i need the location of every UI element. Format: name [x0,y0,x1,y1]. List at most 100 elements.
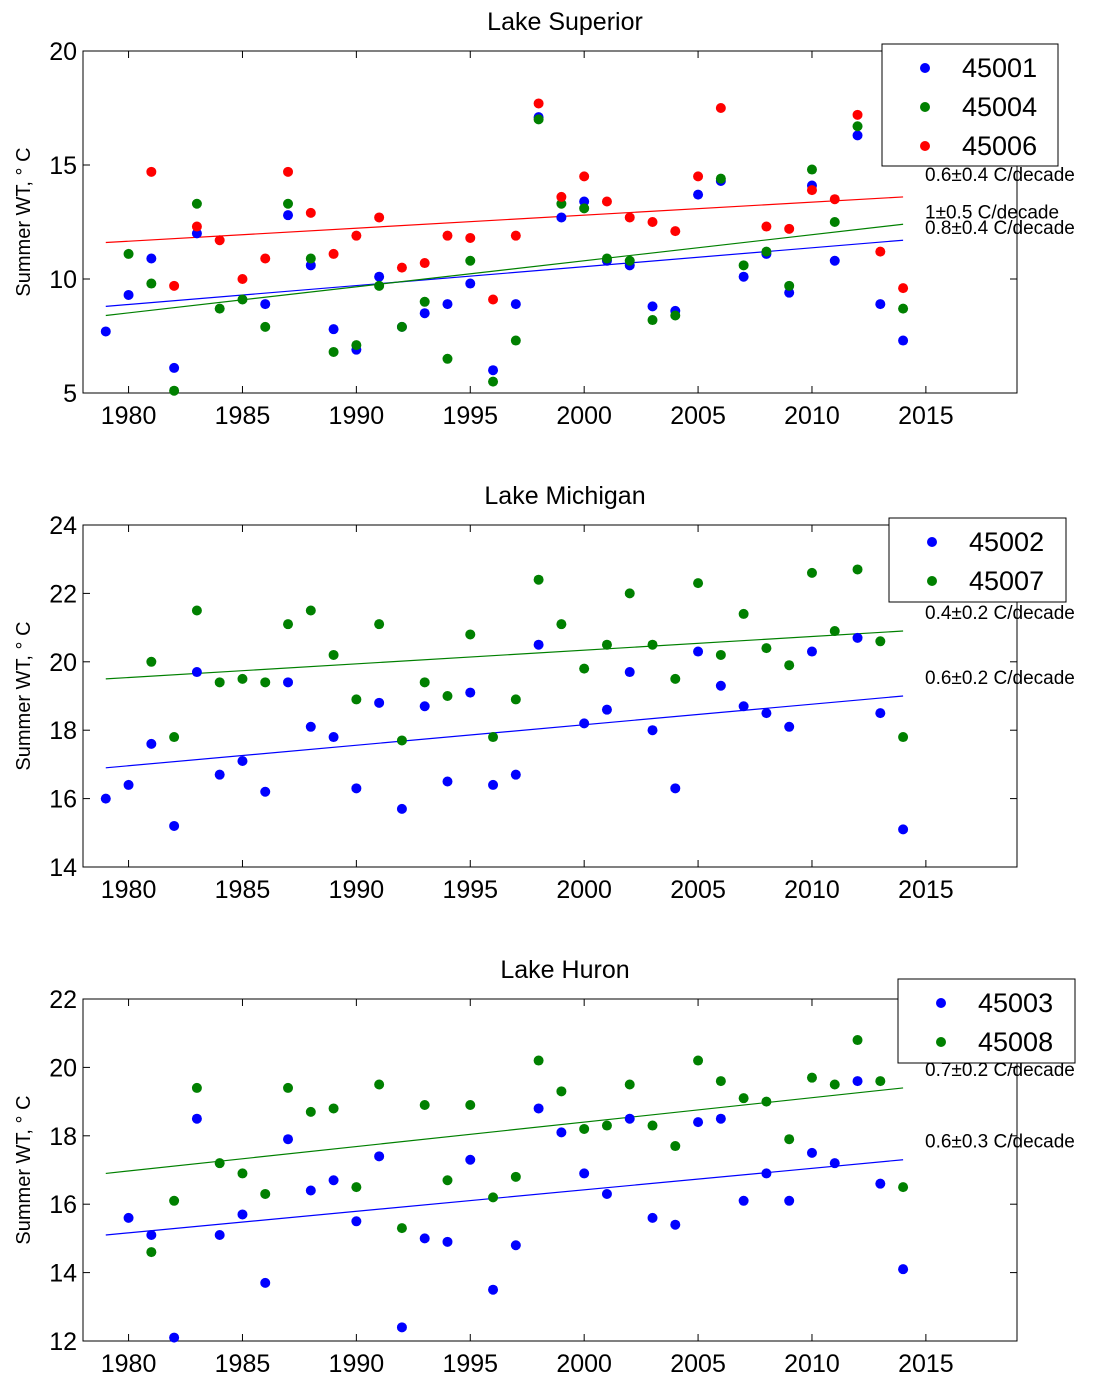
data-point-45001 [784,287,795,298]
data-point-45001 [465,278,476,289]
x-tick-label: 2015 [898,402,954,430]
data-point-45007 [806,567,817,578]
data-point-45004 [123,248,134,259]
data-point-45003 [283,1134,294,1145]
data-point-45006 [465,232,476,243]
chart-title: Lake Superior [487,8,643,36]
data-point-45004 [852,121,863,132]
data-point-45006 [396,262,407,273]
data-point-45002 [761,708,772,719]
data-point-45006 [237,274,248,284]
data-point-45001 [260,299,271,310]
y-tick-label: 16 [49,786,77,814]
x-tick-label: 2005 [670,402,726,430]
data-point-45003 [191,1113,202,1124]
x-tick-label: 1990 [329,402,385,430]
data-point-45007 [875,636,886,647]
y-tick-label: 16 [49,1191,77,1219]
data-point-45007 [283,619,294,630]
data-point-45001 [283,210,294,221]
data-point-45003 [465,1154,476,1165]
legend-label-45004: 45004 [962,92,1037,122]
x-tick-label: 1990 [329,1350,385,1378]
data-point-45002 [396,803,407,814]
data-point-45003 [784,1195,795,1206]
data-point-45001 [852,130,863,141]
data-point-45001 [100,326,111,337]
legend-box [897,978,1076,1064]
data-point-45006 [488,294,499,305]
x-tick-label: 2000 [556,1350,612,1378]
x-tick-label: 2010 [784,1350,840,1378]
data-point-45003 [579,1168,590,1179]
data-point-45002 [237,755,248,766]
data-point-45002 [715,680,726,691]
legend-marker-45008 [936,1037,946,1047]
trend-annotation-45008: 0.7±0.2 C/decade [925,1060,1075,1081]
data-point-45008 [214,1158,225,1169]
legend-label-45002: 45002 [969,527,1044,557]
x-tick-label: 2010 [784,876,840,904]
data-point-45007 [146,656,157,667]
data-point-45001 [146,253,157,264]
x-tick-label: 2010 [784,402,840,430]
data-point-45008 [715,1076,726,1087]
x-tick-label: 1980 [101,876,157,904]
data-point-45008 [465,1100,476,1111]
x-tick-label: 1985 [215,402,271,430]
legend-box [881,43,1059,167]
y-tick-label: 14 [49,1260,77,1288]
legend: 45002 45007 [888,517,1067,603]
data-point-45002 [579,718,590,729]
data-point-45008 [556,1086,567,1097]
data-point-45003 [396,1322,407,1333]
data-point-45006 [624,212,635,223]
data-point-45006 [579,171,590,182]
data-point-45003 [260,1277,271,1288]
data-point-45002 [328,732,339,743]
trend-line-45004 [105,223,904,317]
data-point-45004 [396,321,407,332]
chart-panel-3: Lake Huron 1980 1985 1990 1995 2000 2005 2010 20… [13,956,1076,1378]
x-tick-label: 1980 [101,1350,157,1378]
plot-frame [82,998,1018,1342]
x-tick-label: 1995 [442,1350,498,1378]
data-point-45004 [260,321,271,332]
y-tick-label: 22 [49,986,77,1014]
legend-marker-45004 [920,102,930,112]
data-point-45004 [488,376,499,387]
trend-annotation-45002: 0.6±0.2 C/decade [925,668,1075,689]
data-point-45004 [670,310,681,321]
y-tick-label: 18 [49,717,77,745]
data-point-45008 [169,1195,180,1206]
chart-title: Lake Huron [500,956,629,984]
data-point-45003 [169,1332,180,1343]
data-point-45007 [305,605,316,616]
data-point-45006 [556,191,567,202]
data-point-45008 [442,1175,453,1186]
trend-line-45006 [105,196,904,244]
x-tick-label: 2000 [556,402,612,430]
data-point-45008 [146,1247,157,1258]
plot-frame [82,50,1018,394]
data-point-45006 [829,194,840,205]
data-point-45006 [647,217,658,227]
data-point-45007 [852,564,863,575]
legend-label-45001: 45001 [962,53,1037,83]
data-point-45003 [806,1147,817,1158]
data-point-45006 [328,248,339,259]
data-point-45001 [579,196,590,207]
data-point-45003 [829,1158,840,1169]
x-tick-label: 2000 [556,876,612,904]
data-point-45004 [351,340,362,351]
data-point-45004 [715,173,726,184]
data-point-45004 [237,294,248,305]
data-point-45003 [647,1212,658,1223]
data-point-45002 [374,697,385,708]
data-point-45002 [784,721,795,732]
data-point-45002 [442,776,453,787]
data-point-45008 [829,1079,840,1090]
data-point-45007 [374,619,385,630]
data-point-45008 [510,1171,521,1182]
